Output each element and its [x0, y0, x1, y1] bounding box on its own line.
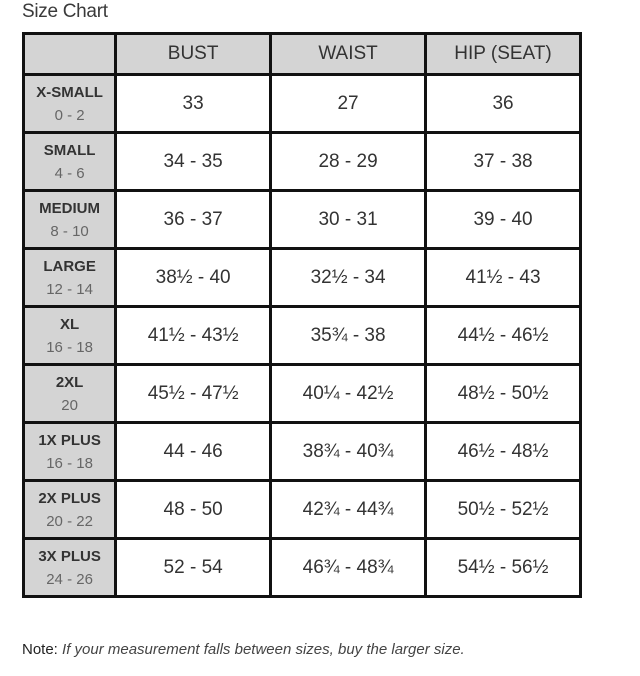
size-name: 1X PLUS	[38, 431, 101, 449]
size-range: 4 - 6	[54, 164, 85, 182]
waist-cell: 46¾ - 48¾	[269, 537, 428, 598]
size-name: SMALL	[43, 141, 96, 159]
waist-cell: 32½ - 34	[269, 247, 428, 308]
table-row: LARGE 12 - 14 38½ - 40 32½ - 34 41½ - 43	[21, 247, 582, 308]
header-corner	[21, 32, 118, 76]
table-row: 2X PLUS 20 - 22 48 - 50 42¾ - 44¾ 50½ - …	[21, 479, 582, 540]
table-row: 3X PLUS 24 - 26 52 - 54 46¾ - 48¾ 54½ - …	[21, 537, 582, 598]
header-waist: WAIST	[269, 32, 428, 76]
bust-cell: 33	[114, 73, 273, 134]
size-chart-table: BUST WAIST HIP (SEAT) X-SMALL 0 - 2 33 2…	[21, 32, 582, 598]
size-range: 12 - 14	[46, 280, 93, 298]
size-name: 2XL	[55, 373, 84, 391]
size-cell: 2XL 20	[21, 363, 118, 424]
table-row: 2XL 20 45½ - 47½ 40¼ - 42½ 48½ - 50½	[21, 363, 582, 424]
size-name: 2X PLUS	[38, 489, 101, 507]
size-cell: X-SMALL 0 - 2	[21, 73, 118, 134]
table-row: 1X PLUS 16 - 18 44 - 46 38¾ - 40¾ 46½ - …	[21, 421, 582, 482]
table-row: MEDIUM 8 - 10 36 - 37 30 - 31 39 - 40	[21, 189, 582, 250]
bust-cell: 38½ - 40	[114, 247, 273, 308]
waist-cell: 28 - 29	[269, 131, 428, 192]
size-range: 20 - 22	[46, 512, 93, 530]
size-range: 16 - 18	[46, 338, 93, 356]
size-name: LARGE	[43, 257, 96, 275]
header-row: BUST WAIST HIP (SEAT)	[21, 32, 582, 76]
footnote: Note: If your measurement falls between …	[22, 641, 465, 658]
size-range: 16 - 18	[46, 454, 93, 472]
bust-cell: 52 - 54	[114, 537, 273, 598]
note-label: Note:	[22, 641, 58, 658]
hip-cell: 37 - 38	[424, 131, 582, 192]
size-range: 0 - 2	[54, 106, 85, 124]
bust-cell: 48 - 50	[114, 479, 273, 540]
hip-cell: 36	[424, 73, 582, 134]
waist-cell: 35¾ - 38	[269, 305, 428, 366]
size-cell: XL 16 - 18	[21, 305, 118, 366]
bust-cell: 44 - 46	[114, 421, 273, 482]
size-cell: MEDIUM 8 - 10	[21, 189, 118, 250]
size-range: 8 - 10	[50, 222, 89, 240]
header-hip: HIP (SEAT)	[424, 32, 582, 76]
table-row: SMALL 4 - 6 34 - 35 28 - 29 37 - 38	[21, 131, 582, 192]
hip-cell: 39 - 40	[424, 189, 582, 250]
hip-cell: 44½ - 46½	[424, 305, 582, 366]
hip-cell: 54½ - 56½	[424, 537, 582, 598]
bust-cell: 34 - 35	[114, 131, 273, 192]
size-cell: LARGE 12 - 14	[21, 247, 118, 308]
table-row: X-SMALL 0 - 2 33 27 36	[21, 73, 582, 134]
size-cell: 1X PLUS 16 - 18	[21, 421, 118, 482]
hip-cell: 48½ - 50½	[424, 363, 582, 424]
hip-cell: 50½ - 52½	[424, 479, 582, 540]
hip-cell: 41½ - 43	[424, 247, 582, 308]
table-row: XL 16 - 18 41½ - 43½ 35¾ - 38 44½ - 46½	[21, 305, 582, 366]
waist-cell: 27	[269, 73, 428, 134]
waist-cell: 40¼ - 42½	[269, 363, 428, 424]
waist-cell: 42¾ - 44¾	[269, 479, 428, 540]
waist-cell: 30 - 31	[269, 189, 428, 250]
bust-cell: 36 - 37	[114, 189, 273, 250]
size-name: MEDIUM	[39, 199, 100, 217]
note-text: If your measurement falls between sizes,…	[62, 641, 465, 658]
page-title: Size Chart	[22, 1, 108, 22]
size-cell: 3X PLUS 24 - 26	[21, 537, 118, 598]
size-cell: 2X PLUS 20 - 22	[21, 479, 118, 540]
size-cell: SMALL 4 - 6	[21, 131, 118, 192]
bust-cell: 41½ - 43½	[114, 305, 273, 366]
size-range: 24 - 26	[46, 570, 93, 588]
size-name: XL	[59, 315, 80, 333]
size-range: 20	[61, 396, 78, 414]
waist-cell: 38¾ - 40¾	[269, 421, 428, 482]
size-name: X-SMALL	[36, 83, 103, 101]
header-bust: BUST	[114, 32, 273, 76]
bust-cell: 45½ - 47½	[114, 363, 273, 424]
size-name: 3X PLUS	[38, 547, 101, 565]
hip-cell: 46½ - 48½	[424, 421, 582, 482]
